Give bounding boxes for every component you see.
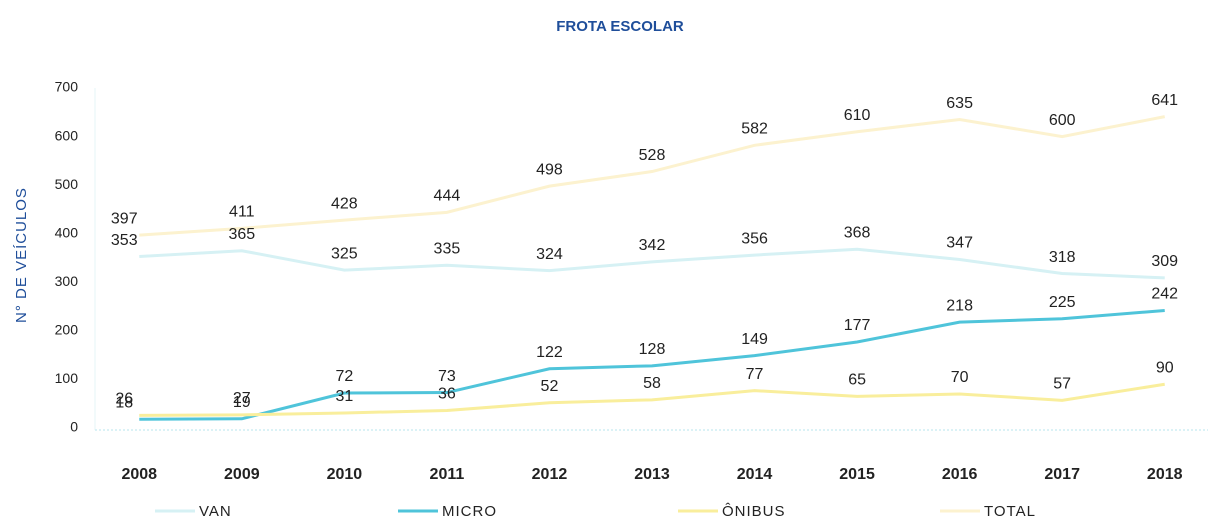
data-label: 90 [1156, 360, 1174, 377]
y-tick-label: 0 [70, 419, 78, 435]
legend-label: TOTAL [984, 503, 1036, 520]
data-label: 365 [228, 226, 255, 243]
data-label: 635 [946, 95, 973, 112]
data-label: 77 [746, 366, 764, 383]
data-label: 347 [946, 235, 973, 252]
data-label: 27 [233, 390, 251, 407]
x-tick-label: 2014 [737, 466, 773, 483]
data-label: 36 [438, 386, 456, 403]
y-tick-label: 300 [55, 273, 79, 289]
x-tick-label: 2016 [942, 466, 978, 483]
data-label: 444 [434, 188, 461, 205]
data-label: 498 [536, 161, 563, 178]
y-tick-label: 100 [55, 370, 79, 386]
x-tick-label: 2017 [1044, 466, 1080, 483]
y-tick-label: 700 [55, 79, 79, 95]
data-label: 242 [1151, 286, 1178, 303]
data-label: 122 [536, 344, 563, 361]
data-label: 318 [1049, 249, 1076, 266]
x-tick-label: 2015 [839, 466, 875, 483]
legend-label: MICRO [442, 503, 497, 520]
x-tick-label: 2011 [430, 466, 465, 483]
data-label: 528 [639, 147, 666, 164]
x-tick-label: 2010 [327, 466, 363, 483]
data-label: 26 [115, 391, 133, 408]
data-label: 368 [844, 224, 871, 241]
data-label: 335 [434, 241, 461, 258]
data-label: 218 [946, 297, 973, 314]
data-label: 31 [335, 388, 353, 405]
data-label: 356 [741, 230, 768, 247]
data-label: 128 [639, 341, 666, 358]
data-label: 58 [643, 375, 661, 392]
x-tick-label: 2013 [634, 466, 670, 483]
data-label: 177 [844, 317, 871, 334]
data-label: 72 [335, 368, 353, 385]
series-line [139, 247, 1165, 280]
data-label: 324 [536, 246, 563, 263]
data-label: 19 [233, 394, 251, 411]
y-tick-label: 600 [55, 127, 79, 143]
x-tick-label: 2008 [121, 466, 157, 483]
data-label: 149 [741, 331, 768, 348]
data-label: 18 [115, 394, 133, 411]
data-label: 57 [1053, 376, 1071, 393]
chart-title: FROTA ESCOLAR [556, 18, 684, 35]
y-tick-label: 400 [55, 224, 79, 240]
data-label: 73 [438, 368, 456, 385]
data-label: 428 [331, 195, 358, 212]
data-label: 353 [111, 232, 138, 249]
series-line [139, 382, 1165, 417]
data-label: 342 [639, 237, 666, 254]
data-label: 397 [111, 210, 138, 227]
legend-label: VAN [199, 503, 232, 520]
data-label: 610 [844, 107, 871, 124]
series-line [139, 115, 1166, 237]
data-label: 309 [1151, 253, 1178, 270]
data-label: 411 [229, 204, 255, 221]
x-tick-label: 2012 [532, 466, 568, 483]
data-label: 65 [848, 372, 866, 389]
y-tick-label: 500 [55, 176, 79, 192]
y-tick-label: 200 [55, 322, 79, 338]
series-line [139, 308, 1165, 421]
data-label: 70 [951, 369, 969, 386]
x-tick-label: 2009 [224, 466, 260, 483]
y-axis-label: N° DE VEÍCULOS [13, 187, 30, 323]
data-label: 600 [1049, 112, 1076, 129]
data-label: 325 [331, 245, 358, 262]
data-label: 582 [741, 121, 768, 138]
legend-label: ÔNIBUS [722, 503, 786, 520]
data-label: 225 [1049, 294, 1076, 311]
data-label: 52 [541, 378, 559, 395]
x-tick-label: 2018 [1147, 466, 1183, 483]
data-label: 641 [1151, 92, 1178, 109]
